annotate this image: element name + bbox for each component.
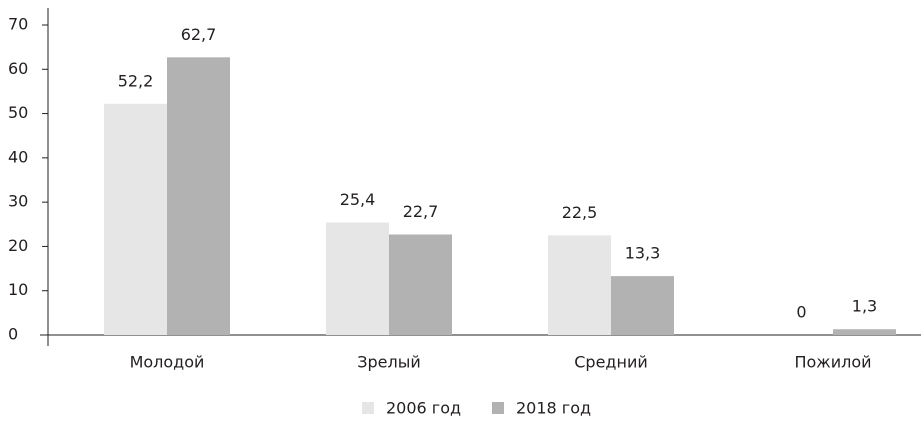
x-tick-label: Зрелый (357, 353, 421, 372)
value-label: 1,3 (852, 297, 877, 316)
bar (167, 57, 230, 335)
y-tick-label: 40 (8, 147, 28, 166)
legend-label: 2018 год (516, 399, 591, 418)
bar (611, 276, 674, 335)
value-label: 52,2 (118, 71, 154, 90)
y-tick-label: 50 (8, 103, 28, 122)
value-label: 13,3 (625, 244, 661, 263)
x-tick-label: Средний (574, 353, 648, 372)
y-tick-label: 0 (8, 325, 18, 344)
y-tick-label: 70 (8, 15, 28, 34)
value-label: 0 (796, 303, 806, 322)
bar (548, 235, 611, 335)
value-label: 62,7 (181, 25, 217, 44)
y-tick-label: 20 (8, 236, 28, 255)
x-tick-label: Молодой (130, 353, 205, 372)
legend-swatch (362, 402, 374, 414)
y-tick-label: 30 (8, 192, 28, 211)
value-label: 22,7 (403, 202, 439, 221)
x-tick-label: Пожилой (794, 353, 871, 372)
bar (833, 329, 896, 335)
legend-label: 2006 год (386, 399, 461, 418)
bar (326, 222, 389, 335)
legend-swatch (492, 402, 504, 414)
value-label: 22,5 (562, 203, 598, 222)
value-label: 25,4 (340, 190, 376, 209)
y-tick-label: 60 (8, 59, 28, 78)
y-tick-label: 10 (8, 280, 28, 299)
bar (104, 103, 167, 335)
bar (389, 234, 452, 335)
